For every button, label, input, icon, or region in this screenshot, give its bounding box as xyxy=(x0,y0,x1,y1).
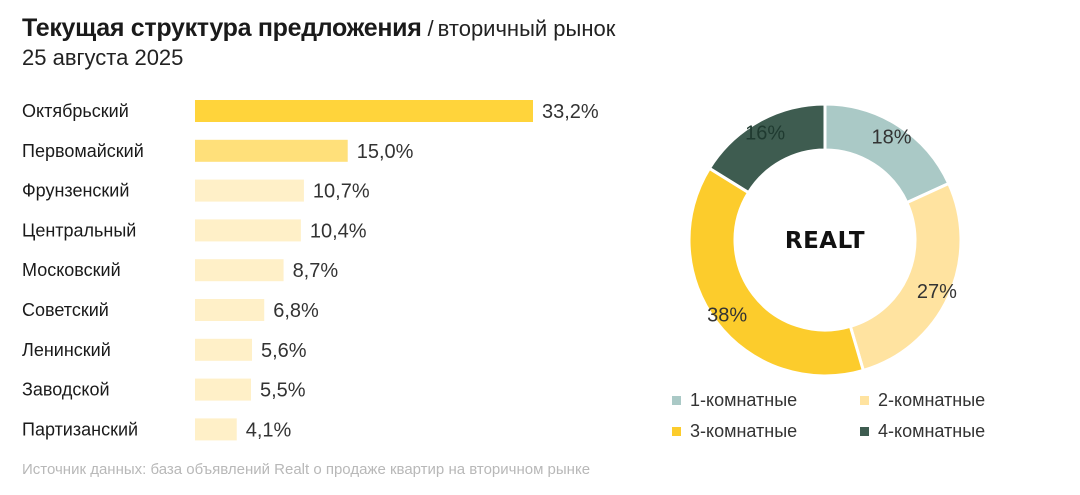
bar-value-label: 33,2% xyxy=(542,101,599,123)
chart-header: Текущая структура предложения / вторичный … xyxy=(22,14,615,71)
bar-category-label: Ленинский xyxy=(22,340,111,360)
legend-item: 1-комнатные xyxy=(672,390,797,411)
bar-value-label: 6,8% xyxy=(273,300,319,322)
legend-swatch xyxy=(672,395,681,405)
legend-swatch xyxy=(672,426,681,436)
chart-subtitle: вторичный рынок xyxy=(437,16,616,41)
bar xyxy=(195,179,304,202)
bar-value-label: 10,7% xyxy=(313,181,370,203)
legend-swatch xyxy=(860,426,869,436)
donut-slice xyxy=(823,102,951,205)
chart-title: Текущая структура предложения xyxy=(22,14,422,42)
legend-swatch xyxy=(860,395,869,405)
title-separator: / xyxy=(427,16,434,41)
legend-item: 4-комнатные xyxy=(860,421,985,442)
bar-category-label: Центральный xyxy=(22,220,136,240)
bar-category-label: Партизанский xyxy=(22,419,138,439)
legend-label: 1-комнатные xyxy=(690,390,798,410)
legend-item: 3-комнатные xyxy=(672,421,797,442)
bar xyxy=(195,100,533,122)
bar-value-label: 8,7% xyxy=(293,260,339,282)
bar xyxy=(195,418,237,441)
bar-value-label: 10,4% xyxy=(310,220,367,242)
bar xyxy=(195,139,348,162)
report-date: 25 августа 2025 xyxy=(22,45,184,70)
bar-value-label: 4,1% xyxy=(246,419,292,441)
bar xyxy=(195,378,251,401)
legend-label: 4-комнатные xyxy=(878,421,986,441)
bar-category-label: Первомайский xyxy=(22,141,144,161)
bar xyxy=(195,219,301,242)
district-bar-chart: Октябрьский 33,2% Первомайский 15,0% Фрунзен… xyxy=(22,100,599,441)
donut-slice-label: 16% xyxy=(745,123,785,145)
bar-value-label: 5,5% xyxy=(260,380,306,402)
bar xyxy=(195,299,265,321)
bar-category-label: Октябрьский xyxy=(22,101,129,121)
data-source-note: Источник данных: база объявлений Realt о… xyxy=(22,461,591,478)
donut-slice-label: 18% xyxy=(871,127,911,149)
bar xyxy=(195,259,284,282)
donut-slice-label: 27% xyxy=(917,281,957,303)
bar xyxy=(195,338,253,361)
bar-value-label: 5,6% xyxy=(261,340,307,362)
rooms-donut-chart: 18% 27% 38% 16% REALT xyxy=(687,102,963,378)
donut-slice xyxy=(848,181,963,373)
donut-slice-label: 38% xyxy=(707,304,747,326)
legend-item: 2-комнатные xyxy=(860,390,985,411)
donut-slice xyxy=(707,102,827,195)
donut-slice xyxy=(687,166,866,378)
bar-category-label: Советский xyxy=(22,300,109,320)
bar-value-label: 15,0% xyxy=(357,141,414,163)
title-line: Текущая структура предложения / вторичный … xyxy=(22,14,615,43)
bar-category-label: Фрунзенский xyxy=(22,181,129,201)
legend-label: 2-комнатные xyxy=(878,390,986,410)
bar-category-label: Московский xyxy=(22,260,121,280)
bar-category-label: Заводской xyxy=(22,380,110,400)
legend-label: 3-комнатные xyxy=(690,421,798,441)
realt-logo: REALT xyxy=(785,228,865,254)
